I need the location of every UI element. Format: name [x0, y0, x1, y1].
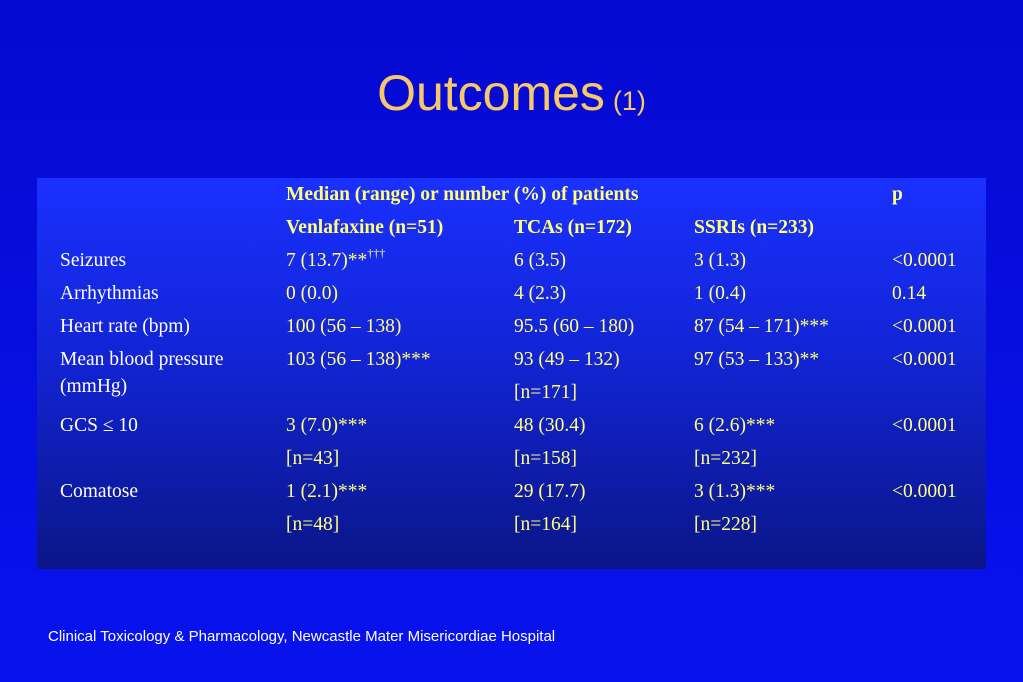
cell-ssris: 87 (54 – 171)***: [694, 316, 829, 337]
row-label: Mean blood pressure: [60, 349, 224, 370]
cell-ssris: [n=232]: [694, 448, 757, 469]
column-tcas: TCAs (n=172): [514, 217, 632, 238]
cell-tcas: 95.5 (60 – 180): [514, 316, 635, 337]
table-row-heart-rate: Heart rate (bpm) 100 (56 – 138) 95.5 (60…: [54, 310, 982, 343]
row-label: GCS ≤ 10: [60, 415, 138, 436]
cell-ssris: [n=228]: [694, 514, 757, 535]
cell-ssris: 1 (0.4): [694, 283, 746, 304]
table-row-blood-pressure-cont: (mmHg) [n=171]: [54, 376, 982, 409]
table-row-arrhythmias: Arrhythmias 0 (0.0) 4 (2.3) 1 (0.4) 0.14: [54, 277, 982, 310]
cell-tcas: [n=171]: [514, 382, 577, 403]
cell-p: <0.0001: [892, 250, 957, 271]
cell-p: 0.14: [892, 283, 927, 304]
row-label: Seizures: [60, 250, 127, 271]
header-empty-cell: [54, 178, 286, 211]
cell-ssris: 3 (1.3)***: [694, 481, 776, 502]
cell-ssris: 3 (1.3): [694, 250, 746, 271]
table-row-gcs-n: [n=43] [n=158] [n=232]: [54, 442, 982, 475]
title-sub: (1): [612, 86, 646, 116]
slide-title: Outcomes (1): [0, 68, 1023, 118]
cell-ssris: 97 (53 – 133)**: [694, 349, 820, 370]
cell-venlafaxine: 103 (56 – 138)***: [286, 349, 431, 370]
row-label: [54, 442, 286, 475]
cell-venlafaxine: 0 (0.0): [286, 283, 338, 304]
cell-venlafaxine: 3 (7.0)***: [286, 415, 368, 436]
cell-venlafaxine: 100 (56 – 138): [286, 316, 402, 337]
cell-venlafaxine: [286, 376, 514, 409]
cell-venlafaxine: 7 (13.7)**†††: [286, 246, 386, 271]
header-group: Median (range) or number (%) of patients: [286, 184, 639, 205]
cell-p: <0.0001: [892, 349, 957, 370]
row-label: Heart rate (bpm): [60, 316, 190, 337]
cell-p: [892, 508, 982, 541]
outcomes-table: Median (range) or number (%) of patients…: [54, 178, 982, 541]
cell-p: [892, 442, 982, 475]
table-row-blood-pressure: Mean blood pressure 103 (56 – 138)*** 93…: [54, 343, 982, 376]
footer-credit: Clinical Toxicology & Pharmacology, Newc…: [48, 628, 556, 645]
row-label: (mmHg): [60, 376, 128, 397]
cell-venlafaxine: [n=43]: [286, 448, 340, 469]
row-label: Comatose: [60, 481, 138, 502]
title-main: Outcomes: [377, 65, 605, 121]
subheader-p-empty: [892, 211, 982, 244]
table-row-comatose-n: [n=48] [n=164] [n=228]: [54, 508, 982, 541]
table-header-row: Median (range) or number (%) of patients…: [54, 178, 982, 211]
cell-p: <0.0001: [892, 481, 957, 502]
cell-tcas: 4 (2.3): [514, 283, 566, 304]
cell-venlafaxine: [n=48]: [286, 514, 340, 535]
table-subheader-row: Venlafaxine (n=51) TCAs (n=172) SSRIs (n…: [54, 211, 982, 244]
cell-tcas: 48 (30.4): [514, 415, 586, 436]
cell-p: <0.0001: [892, 316, 957, 337]
cell-footnote-mark: †††: [367, 246, 386, 260]
row-label: [54, 508, 286, 541]
cell-tcas: 93 (49 – 132): [514, 349, 620, 370]
header-p: p: [892, 184, 903, 205]
outcomes-table-panel: Median (range) or number (%) of patients…: [37, 178, 986, 569]
cell-tcas: 6 (3.5): [514, 250, 566, 271]
cell-ssris: 6 (2.6)***: [694, 415, 776, 436]
column-venlafaxine: Venlafaxine (n=51): [286, 217, 444, 238]
cell-tcas: 29 (17.7): [514, 481, 586, 502]
column-ssris: SSRIs (n=233): [694, 217, 815, 238]
table-row-seizures: Seizures 7 (13.7)**††† 6 (3.5) 3 (1.3) <…: [54, 244, 982, 277]
table-row-comatose: Comatose 1 (2.1)*** 29 (17.7) 3 (1.3)***…: [54, 475, 982, 508]
cell-ssris: [694, 376, 892, 409]
cell-p: [892, 376, 982, 409]
table-row-gcs: GCS ≤ 10 3 (7.0)*** 48 (30.4) 6 (2.6)***…: [54, 409, 982, 442]
cell-p: <0.0001: [892, 415, 957, 436]
cell-venlafaxine: 1 (2.1)***: [286, 481, 368, 502]
cell-tcas: [n=158]: [514, 448, 577, 469]
row-label: Arrhythmias: [60, 283, 159, 304]
cell-tcas: [n=164]: [514, 514, 577, 535]
subheader-empty-cell: [54, 211, 286, 244]
